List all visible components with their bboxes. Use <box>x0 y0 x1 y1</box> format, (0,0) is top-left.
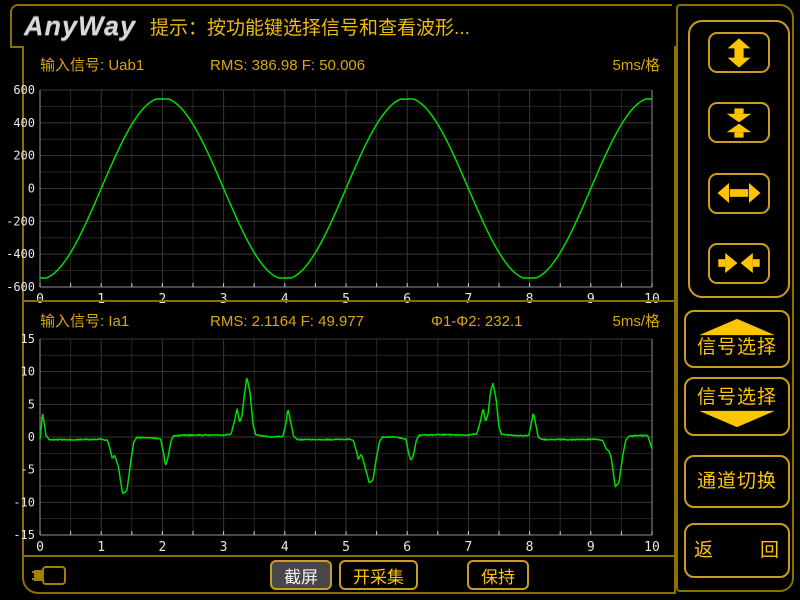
svg-text:-400: -400 <box>6 247 35 261</box>
svg-text:6: 6 <box>403 540 411 555</box>
svg-text:0: 0 <box>28 182 35 196</box>
timebase-label: 5ms/格 <box>612 313 660 330</box>
svg-text:0: 0 <box>36 540 44 555</box>
svg-text:5: 5 <box>342 540 350 555</box>
svg-text:8: 8 <box>526 540 534 555</box>
horizontal-expand-button[interactable] <box>708 172 770 214</box>
waveform-zoom-group <box>688 20 790 298</box>
svg-text:4: 4 <box>281 540 289 555</box>
return-char-left: 返 <box>694 539 715 561</box>
voltage-chart-header: 输入信号: Uab1 RMS: 386.98 F: 50.006 5ms/格 <box>40 54 660 75</box>
prompt-text: 提示：按功能键选择信号和查看波形... <box>150 17 470 39</box>
signal-select-down-label: 信号选择 <box>696 386 777 408</box>
svg-text:10: 10 <box>644 540 660 555</box>
channel-switch-button[interactable]: 通道切换 <box>684 455 790 508</box>
vertical-expand-button[interactable] <box>708 32 770 73</box>
svg-text:5: 5 <box>342 292 350 307</box>
svg-text:6: 6 <box>403 292 411 307</box>
svg-text:10: 10 <box>21 365 35 379</box>
phase-difference-readout: Φ1-Φ2: 232.1 <box>430 313 523 330</box>
measurement-readout: RMS: 386.98 F: 50.006 <box>210 57 366 74</box>
svg-text:8: 8 <box>526 292 534 307</box>
svg-text:5: 5 <box>28 397 35 411</box>
screenshot-button-label: 截屏 <box>284 567 318 587</box>
return-char-right: 回 <box>759 539 780 561</box>
current-chart-panel: 输入信号: Ia1 RMS: 2.1164 F: 49.977 Φ1-Φ2: 2… <box>13 302 674 555</box>
svg-text:9: 9 <box>587 292 595 307</box>
signal-name-label: 输入信号: Uab1 <box>40 57 145 74</box>
horizontal-compress-button[interactable] <box>708 242 770 284</box>
timebase-label: 5ms/格 <box>612 57 660 74</box>
vertical-compress-button[interactable] <box>708 102 770 144</box>
return-button-label: 返 回 <box>694 539 780 563</box>
screenshot-button[interactable]: 截屏 <box>270 560 332 590</box>
svg-text:-10: -10 <box>13 495 35 509</box>
svg-text:1: 1 <box>97 540 105 555</box>
svg-text:7: 7 <box>464 292 472 307</box>
return-button[interactable]: 返 回 <box>684 523 790 578</box>
main-display-area: 输入信号: Uab1 RMS: 386.98 F: 50.006 5ms/格 0… <box>6 46 676 594</box>
voltage-waveform-plot: 0 1 2 3 4 5 6 7 8 9 10 -600 -400 -200 0 200 400 600 <box>6 83 660 307</box>
panel-divider <box>24 300 674 302</box>
svg-text:-15: -15 <box>13 528 35 542</box>
triangle-down-icon <box>699 410 775 427</box>
svg-text:0: 0 <box>36 292 44 307</box>
svg-text:0: 0 <box>28 430 35 444</box>
compress-horizontal-icon <box>718 253 760 274</box>
svg-text:400: 400 <box>13 116 35 130</box>
title-bar: AnyWay 提示：按功能键选择信号和查看波形... <box>10 4 672 48</box>
compress-vertical-icon <box>726 108 752 138</box>
svg-text:1: 1 <box>97 292 105 307</box>
current-waveform-plot: 0 1 2 3 4 5 6 7 8 9 10 -15 -10 -5 0 5 10 15 <box>13 332 660 555</box>
svg-text:15: 15 <box>21 332 35 346</box>
svg-text:3: 3 <box>220 292 228 307</box>
svg-text:9: 9 <box>587 540 595 555</box>
current-chart-header: 输入信号: Ia1 RMS: 2.1164 F: 49.977 Φ1-Φ2: 2… <box>40 310 660 331</box>
measurement-readout: RMS: 2.1164 F: 49.977 <box>210 313 364 330</box>
hold-button-label: 保持 <box>481 567 515 587</box>
voltage-chart-panel: 输入信号: Uab1 RMS: 386.98 F: 50.006 5ms/格 0… <box>6 46 674 307</box>
start-capture-button-label: 开采集 <box>353 567 404 587</box>
signal-select-down-button[interactable]: 信号选择 <box>684 377 790 436</box>
svg-text:2: 2 <box>158 292 166 307</box>
svg-text:10: 10 <box>644 292 660 307</box>
triangle-up-icon <box>699 318 775 336</box>
bottombar-divider <box>24 555 674 557</box>
svg-text:200: 200 <box>13 149 35 163</box>
svg-text:-200: -200 <box>6 214 35 228</box>
channel-switch-label: 通道切换 <box>696 470 777 492</box>
anyway-logo: AnyWay <box>24 10 137 41</box>
expand-vertical-icon <box>727 37 751 68</box>
signal-name-label: 输入信号: Ia1 <box>40 313 130 330</box>
battery-icon <box>32 566 66 585</box>
svg-text:4: 4 <box>281 292 289 307</box>
svg-text:2: 2 <box>158 540 166 555</box>
hold-button[interactable]: 保持 <box>467 560 529 590</box>
svg-text:7: 7 <box>464 540 472 555</box>
signal-select-up-label: 信号选择 <box>696 337 777 358</box>
expand-horizontal-icon <box>717 183 761 204</box>
svg-text:-5: -5 <box>21 463 35 477</box>
start-capture-button[interactable]: 开采集 <box>339 560 418 590</box>
svg-text:3: 3 <box>220 540 228 555</box>
signal-select-up-button[interactable]: 信号选择 <box>684 310 790 368</box>
svg-text:600: 600 <box>13 83 35 97</box>
svg-text:-600: -600 <box>6 280 35 294</box>
bottom-bar: 截屏 开采集 保持 <box>24 555 674 592</box>
function-key-sidebar: 信号选择 信号选择 通道切换 返 回 <box>676 4 794 592</box>
